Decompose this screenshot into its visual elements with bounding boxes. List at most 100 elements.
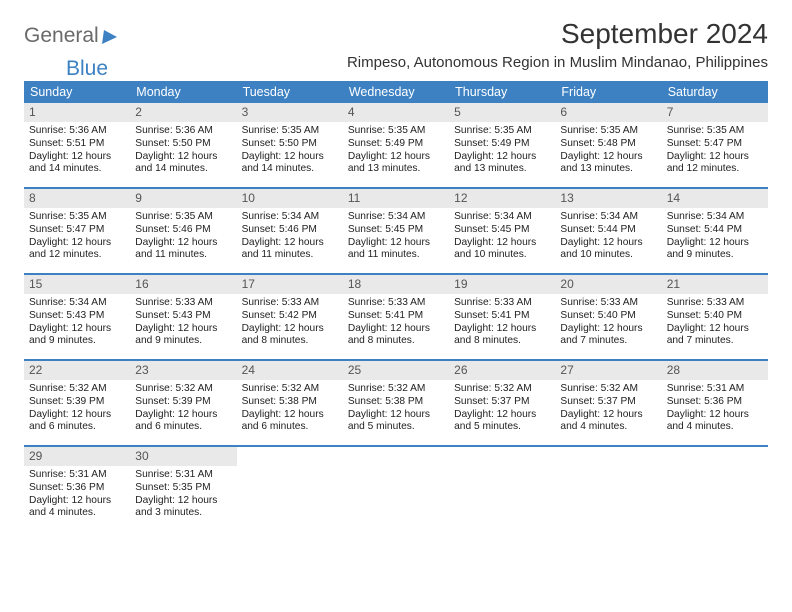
day-line: Daylight: 12 hours <box>135 323 231 336</box>
day-number: 17 <box>237 275 343 294</box>
day-number: 19 <box>449 275 555 294</box>
day-body: Sunrise: 5:34 AMSunset: 5:45 PMDaylight:… <box>343 208 449 268</box>
day-body: Sunrise: 5:35 AMSunset: 5:49 PMDaylight:… <box>449 122 555 182</box>
day-number: 4 <box>343 103 449 122</box>
day-line: and 12 minutes. <box>667 163 763 176</box>
day-body: Sunrise: 5:32 AMSunset: 5:37 PMDaylight:… <box>555 380 661 440</box>
calendar-cell: 21Sunrise: 5:33 AMSunset: 5:40 PMDayligh… <box>662 275 768 359</box>
day-line: Daylight: 12 hours <box>135 495 231 508</box>
day-body: Sunrise: 5:31 AMSunset: 5:36 PMDaylight:… <box>662 380 768 440</box>
day-line: Sunset: 5:40 PM <box>667 310 763 323</box>
day-line: Daylight: 12 hours <box>135 409 231 422</box>
day-line: Sunrise: 5:36 AM <box>29 125 125 138</box>
day-line: Daylight: 12 hours <box>454 323 550 336</box>
page-title: September 2024 <box>561 18 768 50</box>
dow-header: Friday <box>555 81 661 103</box>
day-number: 14 <box>662 189 768 208</box>
calendar-cell: 15Sunrise: 5:34 AMSunset: 5:43 PMDayligh… <box>24 275 130 359</box>
dow-header: Wednesday <box>343 81 449 103</box>
logo-text-blue: Blue <box>66 57 108 80</box>
day-line: Daylight: 12 hours <box>454 151 550 164</box>
day-number: 10 <box>237 189 343 208</box>
day-line: Daylight: 12 hours <box>560 151 656 164</box>
calendar-cell: 7Sunrise: 5:35 AMSunset: 5:47 PMDaylight… <box>662 103 768 187</box>
day-line: Sunset: 5:46 PM <box>135 224 231 237</box>
day-line: Daylight: 12 hours <box>242 237 338 250</box>
calendar-cell: 8Sunrise: 5:35 AMSunset: 5:47 PMDaylight… <box>24 189 130 273</box>
dow-header: Thursday <box>449 81 555 103</box>
day-line: and 14 minutes. <box>135 163 231 176</box>
day-line: and 4 minutes. <box>29 507 125 520</box>
day-body: Sunrise: 5:35 AMSunset: 5:47 PMDaylight:… <box>24 208 130 268</box>
day-line: Daylight: 12 hours <box>560 323 656 336</box>
day-number: 1 <box>24 103 130 122</box>
calendar-cell: 25Sunrise: 5:32 AMSunset: 5:38 PMDayligh… <box>343 361 449 445</box>
day-number: 22 <box>24 361 130 380</box>
day-number: 18 <box>343 275 449 294</box>
day-line: Daylight: 12 hours <box>560 409 656 422</box>
day-number: 2 <box>130 103 236 122</box>
day-line: and 13 minutes. <box>454 163 550 176</box>
day-line: Daylight: 12 hours <box>29 151 125 164</box>
day-line: Daylight: 12 hours <box>348 409 444 422</box>
day-number: 6 <box>555 103 661 122</box>
day-body: Sunrise: 5:32 AMSunset: 5:39 PMDaylight:… <box>130 380 236 440</box>
calendar-cell: 30Sunrise: 5:31 AMSunset: 5:35 PMDayligh… <box>130 447 236 531</box>
day-body: Sunrise: 5:35 AMSunset: 5:46 PMDaylight:… <box>130 208 236 268</box>
day-line: Sunset: 5:41 PM <box>348 310 444 323</box>
calendar-cell: 9Sunrise: 5:35 AMSunset: 5:46 PMDaylight… <box>130 189 236 273</box>
day-body: Sunrise: 5:35 AMSunset: 5:50 PMDaylight:… <box>237 122 343 182</box>
day-number: 15 <box>24 275 130 294</box>
day-line: Sunrise: 5:33 AM <box>454 297 550 310</box>
day-body: Sunrise: 5:31 AMSunset: 5:36 PMDaylight:… <box>24 466 130 526</box>
day-line: Sunrise: 5:33 AM <box>560 297 656 310</box>
day-line: Sunset: 5:47 PM <box>667 138 763 151</box>
day-body: Sunrise: 5:32 AMSunset: 5:38 PMDaylight:… <box>343 380 449 440</box>
day-line: Sunrise: 5:35 AM <box>242 125 338 138</box>
day-line: Daylight: 12 hours <box>135 151 231 164</box>
day-body: Sunrise: 5:32 AMSunset: 5:38 PMDaylight:… <box>237 380 343 440</box>
calendar-cell <box>449 447 555 531</box>
day-body: Sunrise: 5:34 AMSunset: 5:44 PMDaylight:… <box>662 208 768 268</box>
day-line: Daylight: 12 hours <box>348 151 444 164</box>
day-line: Sunrise: 5:32 AM <box>348 383 444 396</box>
day-line: and 14 minutes. <box>242 163 338 176</box>
day-number: 23 <box>130 361 236 380</box>
day-body: Sunrise: 5:33 AMSunset: 5:41 PMDaylight:… <box>343 294 449 354</box>
day-line: Sunrise: 5:32 AM <box>29 383 125 396</box>
day-number: 11 <box>343 189 449 208</box>
day-line: Sunrise: 5:35 AM <box>454 125 550 138</box>
calendar-cell <box>237 447 343 531</box>
day-line: and 13 minutes. <box>348 163 444 176</box>
calendar-cell: 16Sunrise: 5:33 AMSunset: 5:43 PMDayligh… <box>130 275 236 359</box>
day-line: Sunrise: 5:33 AM <box>667 297 763 310</box>
day-number: 27 <box>555 361 661 380</box>
day-line: Sunrise: 5:35 AM <box>29 211 125 224</box>
calendar-cell: 13Sunrise: 5:34 AMSunset: 5:44 PMDayligh… <box>555 189 661 273</box>
day-line: and 6 minutes. <box>135 421 231 434</box>
day-body: Sunrise: 5:34 AMSunset: 5:43 PMDaylight:… <box>24 294 130 354</box>
calendar-cell: 20Sunrise: 5:33 AMSunset: 5:40 PMDayligh… <box>555 275 661 359</box>
day-line: and 3 minutes. <box>135 507 231 520</box>
day-line: Sunrise: 5:35 AM <box>667 125 763 138</box>
day-line: Sunset: 5:43 PM <box>29 310 125 323</box>
day-line: Daylight: 12 hours <box>454 409 550 422</box>
day-line: Sunrise: 5:31 AM <box>667 383 763 396</box>
day-number: 9 <box>130 189 236 208</box>
calendar-cell: 6Sunrise: 5:35 AMSunset: 5:48 PMDaylight… <box>555 103 661 187</box>
day-line: Sunset: 5:37 PM <box>560 396 656 409</box>
day-line: and 6 minutes. <box>29 421 125 434</box>
calendar-cell: 27Sunrise: 5:32 AMSunset: 5:37 PMDayligh… <box>555 361 661 445</box>
day-body: Sunrise: 5:35 AMSunset: 5:49 PMDaylight:… <box>343 122 449 182</box>
day-line: Daylight: 12 hours <box>242 323 338 336</box>
day-body: Sunrise: 5:32 AMSunset: 5:39 PMDaylight:… <box>24 380 130 440</box>
day-line: Sunrise: 5:34 AM <box>667 211 763 224</box>
day-line: Sunset: 5:42 PM <box>242 310 338 323</box>
dow-header: Saturday <box>662 81 768 103</box>
calendar-cell: 23Sunrise: 5:32 AMSunset: 5:39 PMDayligh… <box>130 361 236 445</box>
day-line: Sunrise: 5:34 AM <box>560 211 656 224</box>
day-line: Sunrise: 5:34 AM <box>454 211 550 224</box>
day-line: Daylight: 12 hours <box>667 151 763 164</box>
day-line: Sunrise: 5:33 AM <box>348 297 444 310</box>
dow-header: Monday <box>130 81 236 103</box>
